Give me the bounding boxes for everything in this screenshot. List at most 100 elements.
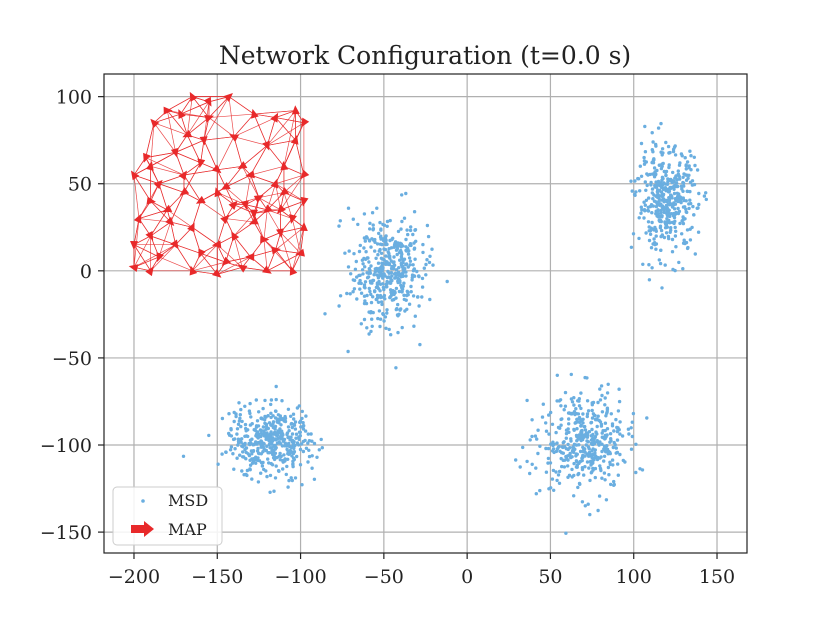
msd-point [271, 432, 276, 436]
msd-point [605, 427, 610, 431]
msd-point [693, 163, 697, 168]
msd-point [270, 448, 274, 452]
x-tick-label: 50 [538, 566, 562, 588]
msd-point [596, 441, 600, 445]
msd-point [579, 430, 583, 435]
msd-point [525, 459, 529, 464]
msd-point [377, 309, 382, 313]
map-link [192, 226, 218, 245]
msd-point [285, 431, 290, 435]
msd-point [560, 445, 565, 449]
msd-point [695, 206, 699, 210]
msd-point [376, 300, 381, 304]
msd-point [578, 417, 582, 421]
msd-point [376, 253, 380, 257]
msd-point [375, 293, 380, 298]
map-link [216, 136, 235, 170]
map-link [280, 174, 305, 211]
map-link [258, 192, 284, 199]
msd-point [659, 202, 663, 206]
msd-point [631, 232, 636, 236]
msd-point [654, 247, 658, 251]
map-link [242, 266, 268, 272]
msd-point [363, 286, 367, 290]
msd-point [656, 179, 661, 184]
msd-point [398, 258, 402, 262]
msd-point [291, 462, 295, 466]
msd-point [293, 476, 298, 480]
msd-point [580, 500, 585, 504]
msd-point [402, 297, 406, 302]
msd-point [382, 293, 387, 298]
msd-point [590, 416, 595, 420]
msd-point [400, 219, 404, 224]
msd-point [412, 267, 416, 271]
msd-point [420, 295, 424, 299]
map-arrow [211, 164, 222, 174]
msd-point [269, 415, 273, 420]
msd-point [576, 485, 580, 490]
legend-map-marker [131, 521, 154, 537]
msd-point [242, 473, 246, 477]
map-link [183, 174, 201, 202]
msd-point [574, 465, 579, 469]
msd-point [681, 267, 685, 271]
map-link [217, 244, 243, 268]
msd-point [407, 249, 411, 253]
map-arrow [170, 239, 179, 250]
msd-point [667, 214, 671, 218]
msd-point [615, 438, 620, 442]
map-link [267, 209, 293, 219]
msd-point [292, 417, 296, 421]
msd-point [289, 414, 293, 418]
msd-point [240, 469, 244, 473]
map-link [158, 183, 185, 193]
msd-point [286, 485, 290, 489]
map-link [158, 256, 193, 272]
msd-point [404, 237, 408, 242]
msd-point [445, 279, 449, 284]
msd-point [538, 488, 542, 493]
msd-point [566, 464, 570, 468]
msd-point [664, 169, 669, 174]
msd-point [245, 468, 250, 473]
msd-point [274, 456, 278, 460]
msd-point [632, 192, 637, 197]
msd-point [304, 414, 308, 418]
msd-point [563, 390, 568, 395]
msd-point [640, 208, 644, 212]
msd-point [572, 396, 576, 400]
msd-point [384, 237, 388, 242]
msd-point [248, 458, 252, 462]
map-link [180, 101, 210, 115]
msd-point [398, 272, 402, 276]
msd-point [366, 256, 370, 260]
msd-point [392, 255, 396, 259]
msd-point [648, 232, 653, 236]
msd-point [546, 456, 551, 461]
msd-point [650, 131, 654, 135]
msd-point [546, 461, 550, 465]
msd-point [248, 411, 252, 416]
msd-point [677, 163, 682, 167]
map-link [253, 110, 296, 115]
msd-point [405, 293, 409, 298]
msd-point [357, 249, 362, 254]
msd-point [408, 228, 413, 233]
msd-point [369, 264, 373, 268]
msd-point [602, 454, 607, 458]
msd-point [681, 180, 685, 185]
msd-point [405, 289, 409, 293]
msd-point [596, 414, 600, 418]
msd-point [580, 466, 585, 470]
msd-point [660, 233, 664, 237]
map-arrow [133, 213, 142, 224]
msd-point [302, 424, 306, 428]
msd-point [374, 256, 378, 260]
msd-point [687, 206, 691, 211]
msd-point [586, 440, 590, 444]
msd-point [643, 124, 647, 129]
msd-point [603, 396, 607, 400]
msd-point [307, 448, 311, 452]
msd-point [592, 442, 596, 446]
